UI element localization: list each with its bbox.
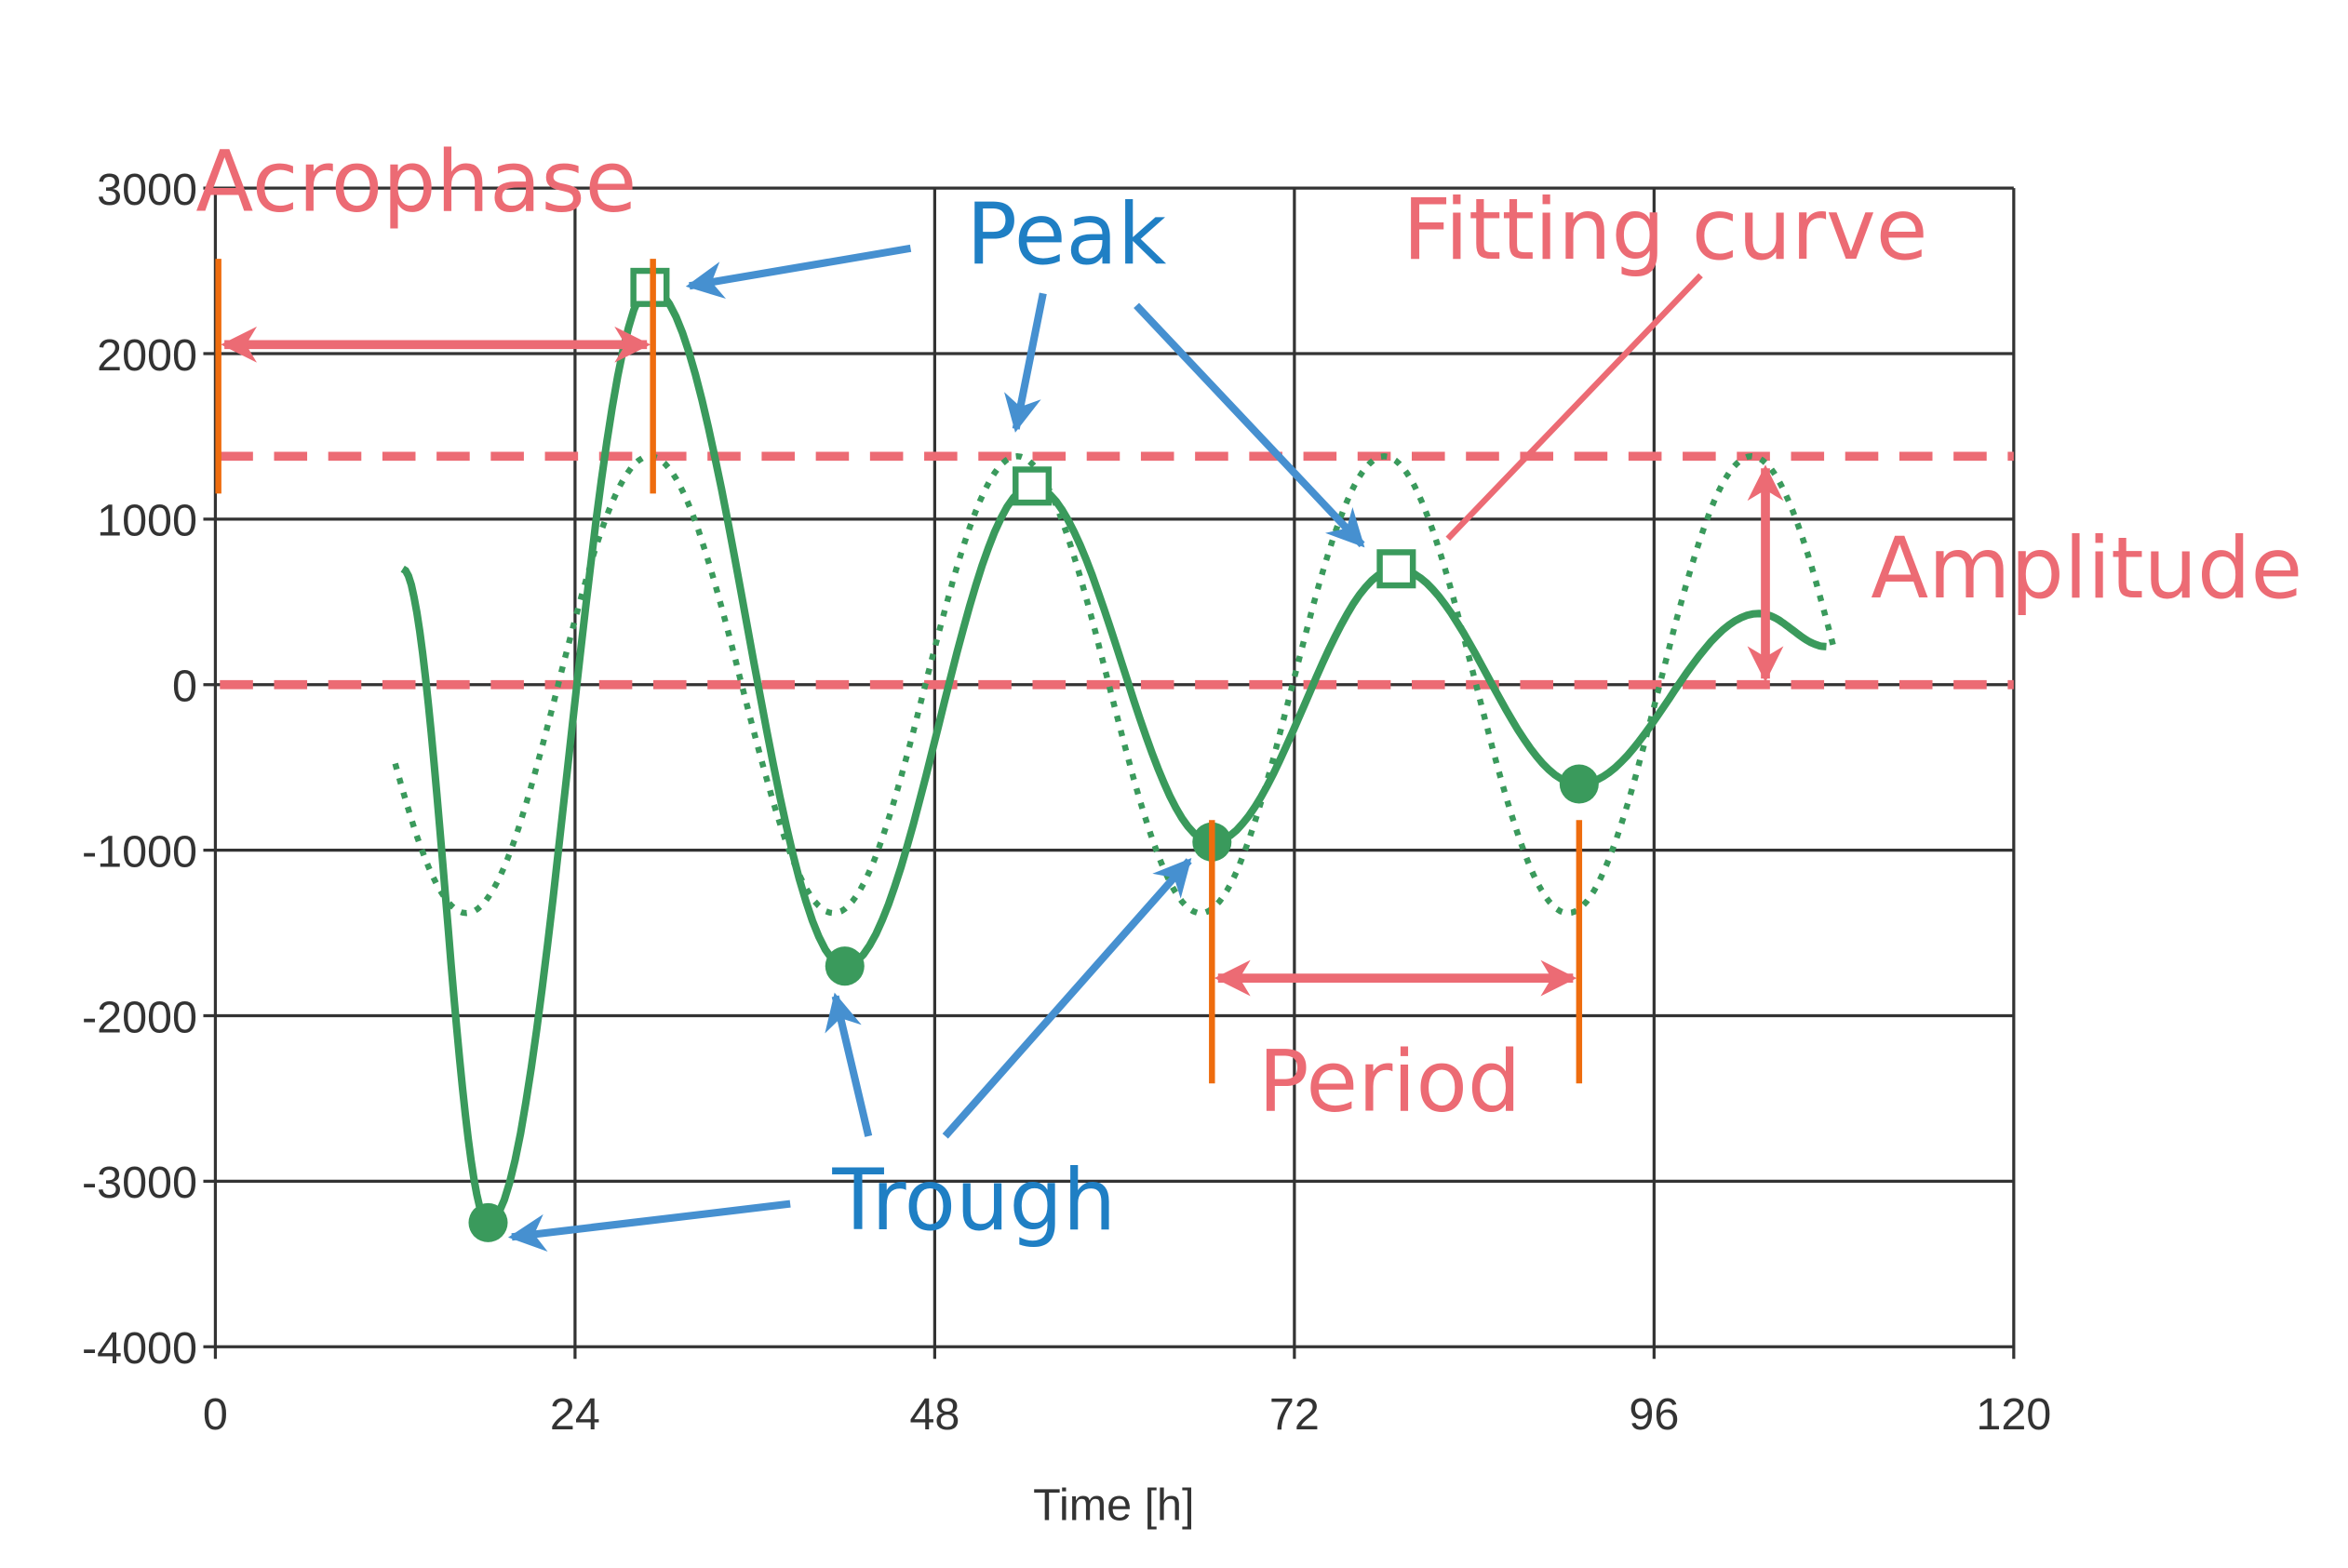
y-tick-label: 0 (172, 662, 197, 712)
x-tick-label: 120 (1976, 1389, 2051, 1440)
x-tick-label: 0 (203, 1389, 228, 1440)
x-tick-label: 72 (1269, 1389, 1320, 1440)
peak-pointer-arrow (1134, 302, 1365, 548)
trough-pointer-arrow (507, 1199, 791, 1253)
y-tick-label: -3000 (82, 1158, 197, 1208)
measured-curve-line (400, 283, 1827, 1227)
x-tick-label: 96 (1629, 1389, 1679, 1440)
label-trough: Trough (831, 1152, 1116, 1250)
y-tick-label: 1000 (97, 496, 197, 546)
y-tick-label: -1000 (82, 826, 197, 877)
y-tick-label: 2000 (97, 330, 197, 381)
x-axis-label: Time [h] (1033, 1480, 1194, 1530)
label-fitting-curve: Fitting curve (1402, 181, 1927, 279)
peak-marker (1376, 549, 1416, 589)
peak-marker (630, 267, 670, 307)
peak-marker (1013, 466, 1053, 506)
peak-pointer-arrow (685, 244, 912, 300)
trough-marker (825, 946, 865, 986)
y-tick-label: -2000 (82, 992, 197, 1042)
label-acrophase: Acrophase (195, 133, 637, 231)
peak-pointer-arrow (1004, 292, 1047, 433)
y-tick-label: 3000 (97, 165, 197, 215)
label-amplitude: Amplitude (1871, 520, 2302, 618)
trough-pointer-arrow (825, 992, 873, 1137)
trough-marker (1559, 764, 1599, 804)
x-tick-label: 24 (550, 1389, 600, 1440)
y-tick-label: -4000 (82, 1323, 197, 1374)
trough-marker (468, 1202, 508, 1242)
label-period: Period (1258, 1033, 1521, 1131)
fitting-curve-pointer (1445, 273, 1703, 542)
x-tick-label: 48 (909, 1389, 959, 1440)
grid (203, 186, 2016, 1360)
fitting-curve-line (392, 453, 1837, 917)
tick-labels: 0 24 48 72 96 120 3000 2000 1000 0 -1000 -2000 -3000… (82, 165, 2051, 1440)
trough-pointer-arrow (942, 857, 1192, 1139)
label-peak: Peak (966, 186, 1167, 284)
